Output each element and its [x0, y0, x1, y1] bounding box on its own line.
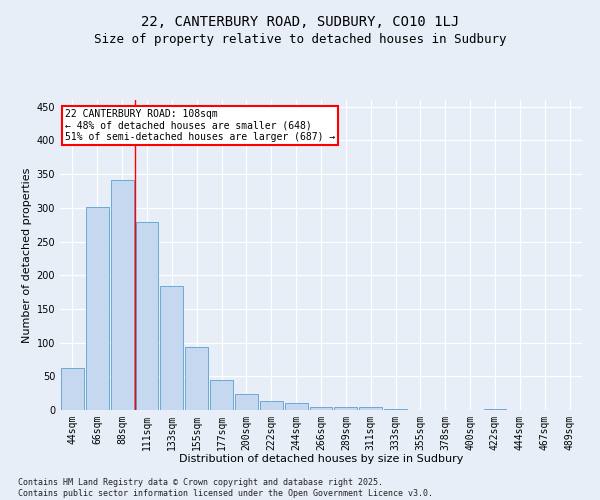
Bar	[136, 222, 158, 410]
Bar	[260, 400, 283, 410]
Bar	[111, 180, 134, 410]
Bar	[310, 406, 332, 410]
Text: 22, CANTERBURY ROAD, SUDBURY, CO10 1LJ: 22, CANTERBURY ROAD, SUDBURY, CO10 1LJ	[141, 15, 459, 29]
Bar	[334, 406, 357, 410]
Text: 22 CANTERBURY ROAD: 108sqm
← 48% of detached houses are smaller (648)
51% of sem: 22 CANTERBURY ROAD: 108sqm ← 48% of deta…	[65, 110, 335, 142]
Y-axis label: Number of detached properties: Number of detached properties	[22, 168, 32, 342]
Bar	[210, 380, 233, 410]
Text: Size of property relative to detached houses in Sudbury: Size of property relative to detached ho…	[94, 32, 506, 46]
Bar	[359, 408, 382, 410]
Bar	[235, 394, 258, 410]
Bar	[86, 207, 109, 410]
Bar	[185, 348, 208, 410]
Bar	[160, 286, 183, 410]
Bar	[61, 368, 84, 410]
Text: Contains HM Land Registry data © Crown copyright and database right 2025.
Contai: Contains HM Land Registry data © Crown c…	[18, 478, 433, 498]
Bar	[285, 404, 308, 410]
X-axis label: Distribution of detached houses by size in Sudbury: Distribution of detached houses by size …	[179, 454, 463, 464]
